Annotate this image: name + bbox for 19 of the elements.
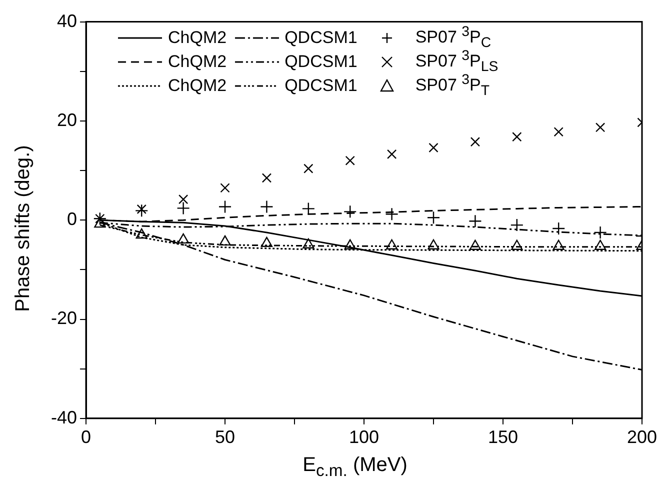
y-tick-label: 0 <box>67 209 78 230</box>
legend-label: ChQM2 <box>168 76 227 96</box>
x-tick-label: 0 <box>81 427 92 448</box>
x-tick-label: 100 <box>348 427 380 448</box>
y-tick-label: 20 <box>56 110 78 130</box>
x-tick-label: 50 <box>214 427 236 448</box>
y-tick-label: -20 <box>51 308 78 328</box>
legend-label: QDCSM1 <box>284 76 358 96</box>
x-tick-label: 200 <box>626 427 658 448</box>
legend-label: SP07 $^{3}$P$_{T}$ <box>415 72 490 100</box>
legend-label: ChQM2 <box>168 28 227 48</box>
x-tick-label: 150 <box>488 427 518 448</box>
legend-label: ChQM2 <box>168 52 227 72</box>
x-axis-title: E$_{c.m.}$ (MeV) <box>302 454 408 481</box>
y-tick-label: -40 <box>51 407 78 428</box>
legend-label: QDCSM1 <box>284 52 358 72</box>
legend-label: QDCSM1 <box>284 28 358 48</box>
y-axis-title: Phase shifts (deg.) <box>12 144 34 312</box>
y-tick-label: 40 <box>56 10 78 31</box>
